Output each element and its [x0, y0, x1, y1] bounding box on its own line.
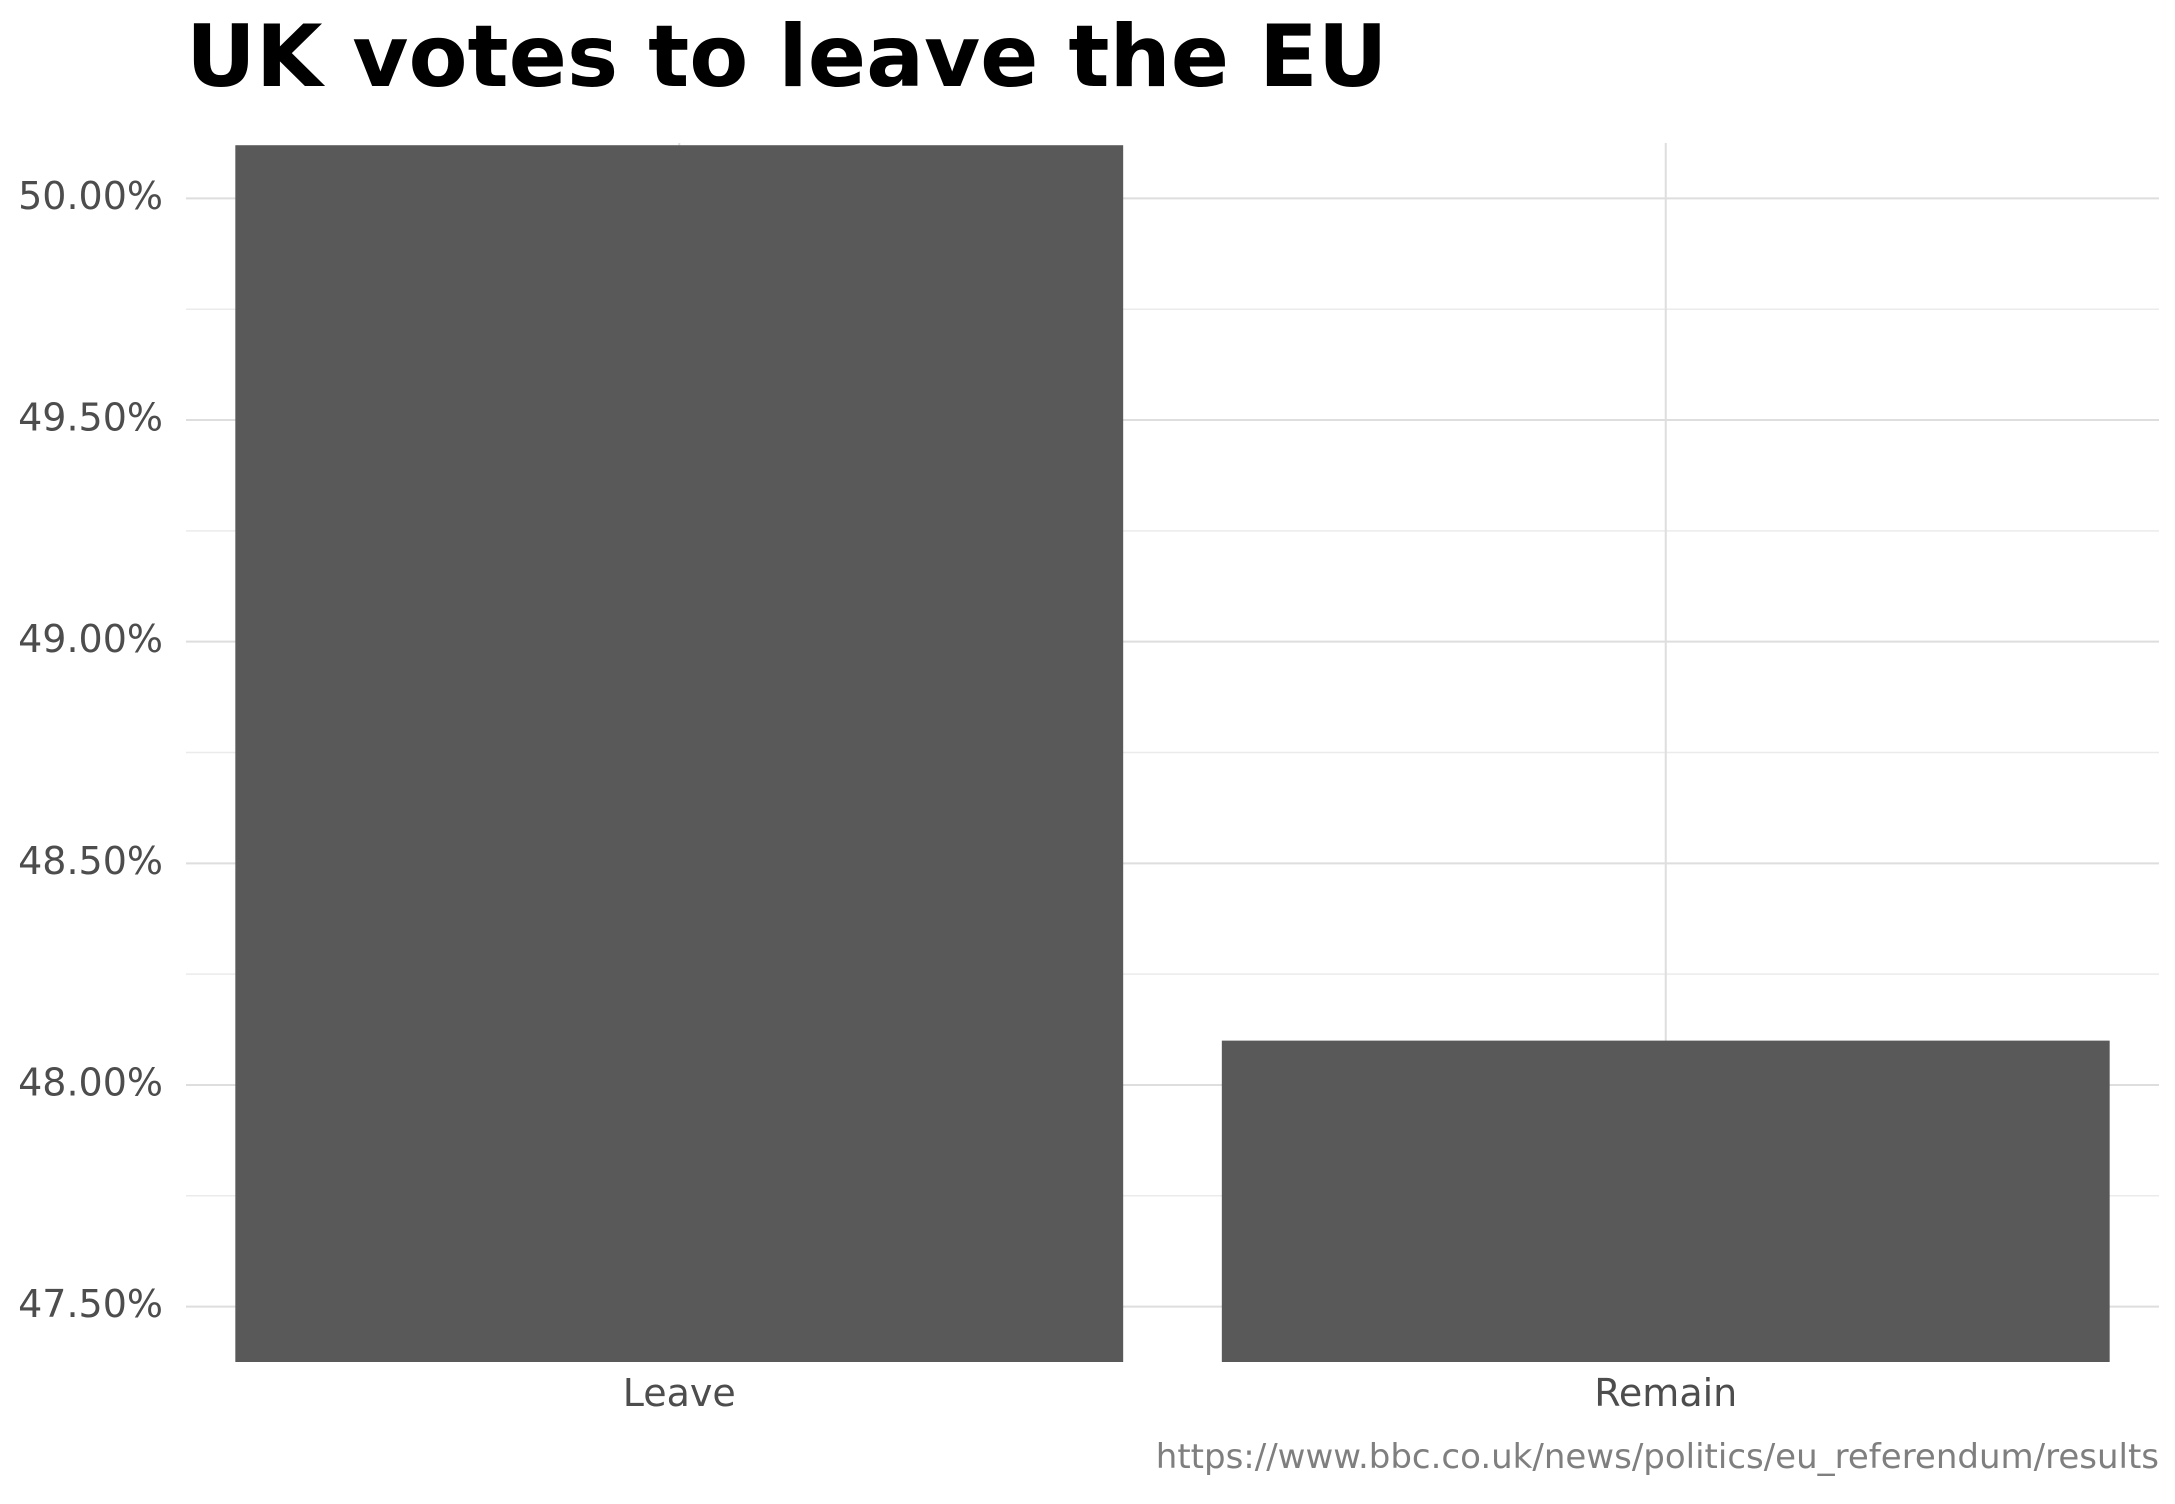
x-axis: Leave Remain	[623, 1371, 1738, 1415]
y-tick-label: 48.50%	[18, 839, 163, 883]
y-axis: 47.50% 48.00% 48.50% 49.00% 49.50% 50.00%	[18, 174, 163, 1326]
y-tick-label: 50.00%	[18, 174, 163, 218]
bar-leave	[235, 145, 1124, 1363]
chart-caption: https://www.bbc.co.uk/news/politics/eu_r…	[1156, 1437, 2159, 1477]
y-tick-label: 49.50%	[18, 396, 163, 440]
x-tick-label: Remain	[1594, 1371, 1737, 1415]
y-tick-label: 49.00%	[18, 617, 163, 661]
bars	[235, 145, 2110, 1363]
chart-title: UK votes to leave the EU	[186, 7, 1388, 107]
y-tick-label: 47.50%	[18, 1282, 163, 1326]
x-tick-label: Leave	[623, 1371, 736, 1415]
y-tick-label: 48.00%	[18, 1060, 163, 1104]
bar-remain	[1221, 1040, 2110, 1362]
